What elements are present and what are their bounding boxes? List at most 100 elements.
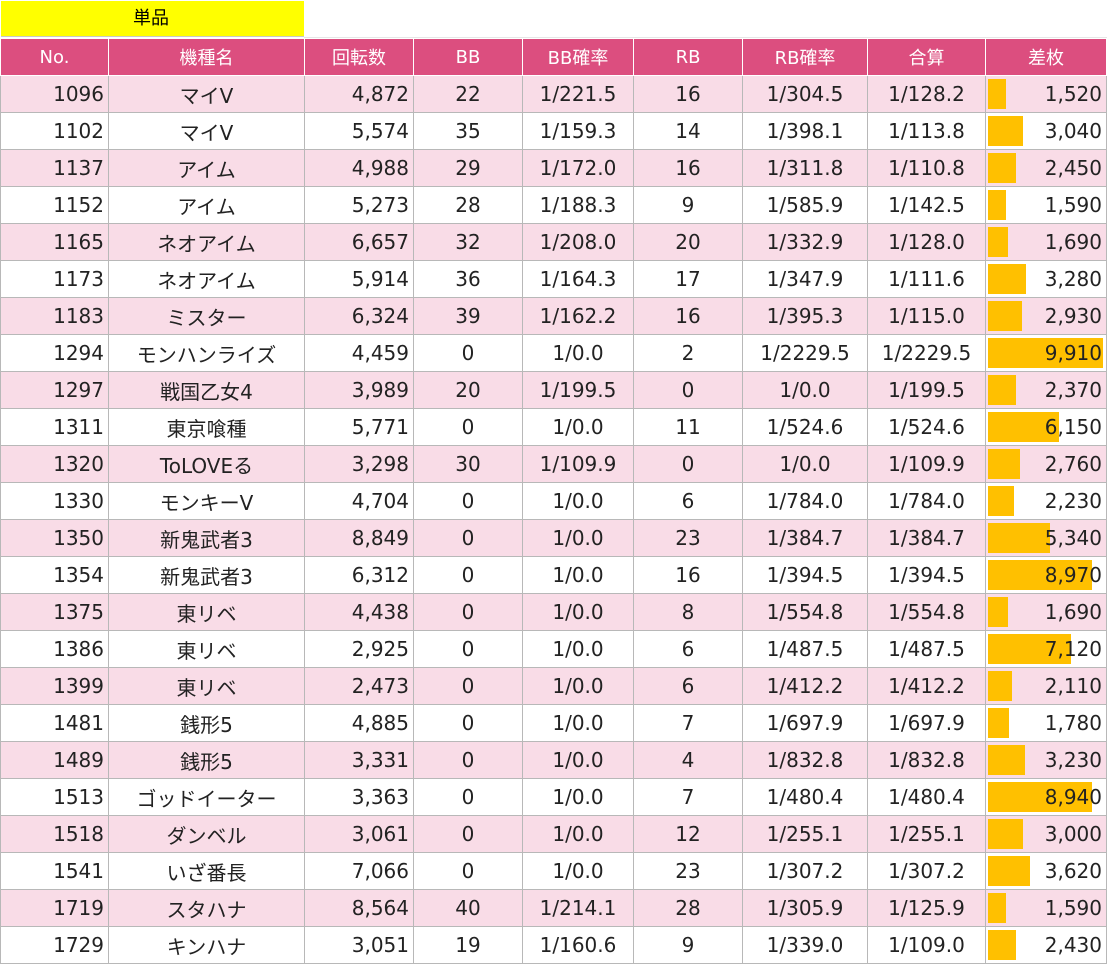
cell-rb-rate[interactable]: 1/307.2: [742, 852, 868, 890]
cell-bb[interactable]: 0: [413, 482, 523, 520]
cell-spins[interactable]: 5,273: [304, 186, 414, 224]
cell-combined[interactable]: 1/113.8: [867, 112, 986, 150]
cell-no[interactable]: 1513: [0, 778, 109, 816]
cell-combined[interactable]: 1/115.0: [867, 297, 986, 335]
cell-bb-rate[interactable]: 1/0.0: [522, 704, 634, 742]
header-diff[interactable]: 差枚: [985, 38, 1107, 76]
cell-diff[interactable]: 3,040: [985, 112, 1107, 150]
cell-spins[interactable]: 2,473: [304, 667, 414, 705]
cell-no[interactable]: 1729: [0, 926, 109, 964]
cell-no[interactable]: 1541: [0, 852, 109, 890]
cell-rb-rate[interactable]: 1/480.4: [742, 778, 868, 816]
cell-rb-rate[interactable]: 1/0.0: [742, 445, 868, 483]
cell-machine[interactable]: モンキーV: [108, 482, 305, 520]
cell-combined[interactable]: 1/554.8: [867, 593, 986, 631]
cell-spins[interactable]: 3,051: [304, 926, 414, 964]
cell-rb[interactable]: 9: [633, 186, 743, 224]
cell-no[interactable]: 1518: [0, 815, 109, 853]
cell-machine[interactable]: 新鬼武者3: [108, 556, 305, 594]
cell-machine[interactable]: ToLOVEる: [108, 445, 305, 483]
cell-bb[interactable]: 0: [413, 408, 523, 446]
cell-machine[interactable]: キンハナ: [108, 926, 305, 964]
cell-machine[interactable]: マイV: [108, 112, 305, 150]
cell-rb[interactable]: 6: [633, 667, 743, 705]
header-rb-rate[interactable]: RB確率: [742, 38, 868, 76]
cell-diff[interactable]: 2,930: [985, 297, 1107, 335]
cell-combined[interactable]: 1/255.1: [867, 815, 986, 853]
cell-machine[interactable]: 東リベ: [108, 667, 305, 705]
cell-diff[interactable]: 5,340: [985, 519, 1107, 557]
cell-rb-rate[interactable]: 1/398.1: [742, 112, 868, 150]
cell-bb-rate[interactable]: 1/221.5: [522, 75, 634, 113]
cell-bb-rate[interactable]: 1/162.2: [522, 297, 634, 335]
cell-bb-rate[interactable]: 1/0.0: [522, 408, 634, 446]
cell-spins[interactable]: 4,704: [304, 482, 414, 520]
cell-diff[interactable]: 6,150: [985, 408, 1107, 446]
cell-rb-rate[interactable]: 1/0.0: [742, 371, 868, 409]
cell-rb[interactable]: 23: [633, 519, 743, 557]
header-spins[interactable]: 回転数: [304, 38, 414, 76]
cell-no[interactable]: 1399: [0, 667, 109, 705]
cell-bb-rate[interactable]: 1/208.0: [522, 223, 634, 261]
cell-rb-rate[interactable]: 1/524.6: [742, 408, 868, 446]
cell-bb[interactable]: 0: [413, 334, 523, 372]
cell-rb-rate[interactable]: 1/395.3: [742, 297, 868, 335]
cell-rb[interactable]: 6: [633, 630, 743, 668]
cell-diff[interactable]: 3,620: [985, 852, 1107, 890]
cell-spins[interactable]: 3,989: [304, 371, 414, 409]
cell-bb[interactable]: 0: [413, 667, 523, 705]
cell-machine[interactable]: マイV: [108, 75, 305, 113]
cell-combined[interactable]: 1/199.5: [867, 371, 986, 409]
cell-diff[interactable]: 1,520: [985, 75, 1107, 113]
cell-rb-rate[interactable]: 1/412.2: [742, 667, 868, 705]
cell-rb[interactable]: 11: [633, 408, 743, 446]
cell-machine[interactable]: 東リベ: [108, 593, 305, 631]
cell-machine[interactable]: ダンベル: [108, 815, 305, 853]
cell-bb[interactable]: 0: [413, 593, 523, 631]
cell-combined[interactable]: 1/697.9: [867, 704, 986, 742]
cell-no[interactable]: 1137: [0, 149, 109, 187]
cell-machine[interactable]: 銭形5: [108, 741, 305, 779]
cell-rb-rate[interactable]: 1/697.9: [742, 704, 868, 742]
cell-spins[interactable]: 2,925: [304, 630, 414, 668]
cell-bb-rate[interactable]: 1/0.0: [522, 593, 634, 631]
cell-rb-rate[interactable]: 1/585.9: [742, 186, 868, 224]
cell-combined[interactable]: 1/384.7: [867, 519, 986, 557]
cell-combined[interactable]: 1/128.0: [867, 223, 986, 261]
cell-no[interactable]: 1183: [0, 297, 109, 335]
cell-machine[interactable]: いざ番長: [108, 852, 305, 890]
cell-spins[interactable]: 5,914: [304, 260, 414, 298]
cell-bb-rate[interactable]: 1/0.0: [522, 741, 634, 779]
cell-rb[interactable]: 8: [633, 593, 743, 631]
cell-no[interactable]: 1294: [0, 334, 109, 372]
cell-diff[interactable]: 2,230: [985, 482, 1107, 520]
cell-rb-rate[interactable]: 1/339.0: [742, 926, 868, 964]
cell-bb-rate[interactable]: 1/0.0: [522, 519, 634, 557]
cell-rb[interactable]: 23: [633, 852, 743, 890]
cell-rb-rate[interactable]: 1/784.0: [742, 482, 868, 520]
cell-bb[interactable]: 32: [413, 223, 523, 261]
cell-bb[interactable]: 0: [413, 815, 523, 853]
cell-machine[interactable]: アイム: [108, 149, 305, 187]
cell-diff[interactable]: 1,780: [985, 704, 1107, 742]
cell-rb-rate[interactable]: 1/394.5: [742, 556, 868, 594]
cell-diff[interactable]: 3,230: [985, 741, 1107, 779]
cell-no[interactable]: 1102: [0, 112, 109, 150]
cell-combined[interactable]: 1/111.6: [867, 260, 986, 298]
cell-rb[interactable]: 14: [633, 112, 743, 150]
cell-rb[interactable]: 16: [633, 297, 743, 335]
cell-rb-rate[interactable]: 1/832.8: [742, 741, 868, 779]
cell-rb[interactable]: 20: [633, 223, 743, 261]
cell-combined[interactable]: 1/109.0: [867, 926, 986, 964]
cell-bb-rate[interactable]: 1/0.0: [522, 630, 634, 668]
cell-no[interactable]: 1165: [0, 223, 109, 261]
cell-rb[interactable]: 17: [633, 260, 743, 298]
cell-bb[interactable]: 0: [413, 778, 523, 816]
cell-rb-rate[interactable]: 1/304.5: [742, 75, 868, 113]
cell-bb[interactable]: 0: [413, 556, 523, 594]
cell-rb[interactable]: 16: [633, 556, 743, 594]
cell-bb-rate[interactable]: 1/0.0: [522, 667, 634, 705]
cell-machine[interactable]: 新鬼武者3: [108, 519, 305, 557]
cell-machine[interactable]: 東リベ: [108, 630, 305, 668]
cell-bb[interactable]: 29: [413, 149, 523, 187]
